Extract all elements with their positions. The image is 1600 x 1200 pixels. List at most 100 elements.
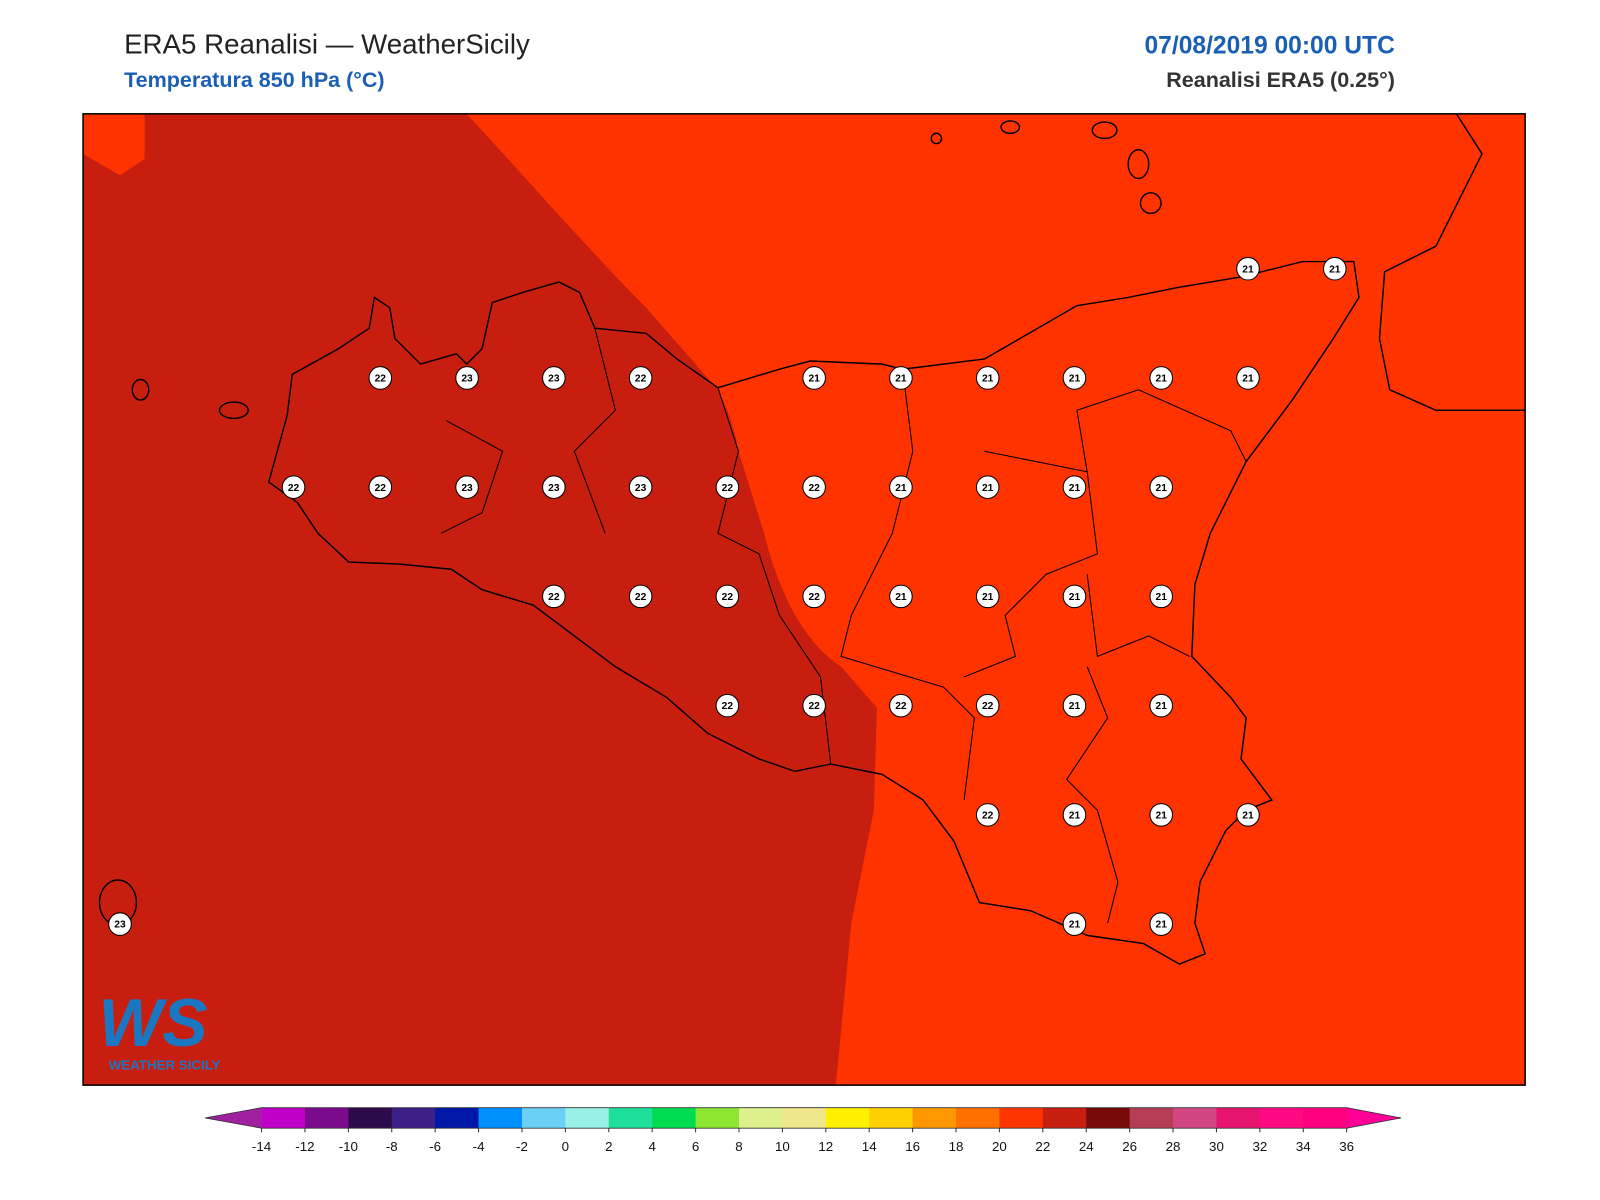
- grid-value: 21: [1242, 374, 1254, 385]
- grid-value: 22: [375, 374, 387, 385]
- grid-point: 22: [715, 475, 740, 499]
- colorbar-bin: [695, 1107, 740, 1129]
- grid-marker: [1149, 475, 1174, 499]
- grid-value: 21: [1069, 483, 1081, 494]
- grid-value: 22: [548, 592, 560, 603]
- grid-marker: [889, 475, 913, 499]
- grid-value: 21: [808, 374, 820, 385]
- grid-value: 23: [461, 483, 473, 494]
- colorbar-bin: [478, 1107, 523, 1129]
- logo-caption: WEATHER SICILY: [109, 1058, 221, 1073]
- logo: WS WEATHER SICILY: [98, 986, 220, 1073]
- logo-mark: WS: [98, 986, 207, 1061]
- grid-point: 23: [455, 475, 479, 499]
- island: [930, 132, 943, 145]
- grid-point: 21: [1062, 366, 1087, 390]
- grid-point: 21: [1236, 803, 1260, 827]
- colorbar-bin: [652, 1107, 697, 1129]
- grid-value: 21: [895, 592, 907, 603]
- grid-value: 21: [1242, 810, 1254, 821]
- calabria-coast: [1378, 113, 1526, 411]
- grid-point: 22: [975, 803, 1000, 827]
- field-region: [83, 113, 145, 176]
- grid-marker: [1149, 584, 1174, 609]
- colorbar-bin: [782, 1107, 827, 1129]
- grid-value: 21: [982, 483, 994, 494]
- grid-marker: [975, 584, 1000, 609]
- grid-point: 21: [1062, 584, 1087, 609]
- grid-marker: [1149, 366, 1174, 390]
- grid-marker: [1062, 803, 1087, 827]
- grid-point: 23: [628, 475, 653, 499]
- grid-point: 21: [1149, 584, 1174, 609]
- grid-value: 23: [548, 374, 560, 385]
- island: [218, 401, 249, 420]
- grid-point: 21: [1149, 475, 1174, 499]
- grid-marker: [542, 475, 566, 499]
- grid-point: 22: [368, 366, 393, 390]
- grid-marker: [802, 366, 826, 390]
- grid-value: 21: [1156, 810, 1168, 821]
- grid-marker: [628, 366, 653, 390]
- grid-point: 21: [1149, 366, 1174, 390]
- grid-value: 22: [895, 701, 907, 712]
- colorbar-tick-label: 2: [605, 1139, 612, 1154]
- field-region: [83, 113, 877, 1086]
- grid-value: 23: [114, 920, 126, 931]
- grid-point: 21: [975, 366, 1000, 390]
- grid-point: 22: [889, 693, 913, 718]
- colorbar-tick-label: 0: [562, 1139, 569, 1154]
- sicily-coast: [267, 260, 1360, 965]
- grid-marker: [1062, 366, 1087, 390]
- colorbar-bin: [1259, 1107, 1304, 1129]
- grid-point: 21: [1149, 912, 1174, 936]
- grid-value: 21: [1156, 483, 1168, 494]
- grid-value: 21: [1069, 810, 1081, 821]
- colorbar-tick-label: 30: [1209, 1139, 1224, 1154]
- grid-point: 21: [889, 584, 913, 609]
- grid-point: 22: [628, 366, 653, 390]
- grid-value: 22: [635, 592, 647, 603]
- grid-point: 21: [975, 475, 1000, 499]
- colorbar-tick-label: 14: [862, 1139, 877, 1154]
- grid-point: 21: [889, 475, 913, 499]
- grid-point: 21: [1236, 366, 1260, 390]
- grid-marker: [889, 693, 913, 718]
- grid-marker: [455, 475, 479, 499]
- grid-marker: [715, 584, 740, 609]
- colorbar-tick-label: 34: [1296, 1139, 1311, 1154]
- grid-marker: [542, 584, 566, 609]
- colorbar-bin: [1129, 1107, 1174, 1129]
- grid-value: 22: [982, 701, 994, 712]
- grid-point: 21: [1149, 693, 1174, 718]
- colorbar-bin: [521, 1107, 566, 1129]
- grid-marker: [889, 584, 913, 609]
- colorbar-bin: [1303, 1107, 1348, 1129]
- grid-point: 22: [975, 693, 1000, 718]
- grid-value: 21: [1156, 701, 1168, 712]
- grid-marker: [975, 475, 1000, 499]
- colorbar-tick-label: -12: [295, 1139, 314, 1154]
- grid-value: 22: [375, 483, 387, 494]
- grid-marker: [542, 366, 566, 390]
- colorbar-bin: [738, 1107, 783, 1129]
- grid-point: 23: [455, 366, 479, 390]
- grid-value: 22: [722, 483, 734, 494]
- grid-marker: [715, 693, 740, 718]
- colorbar-tick-label: 8: [735, 1139, 742, 1154]
- grid-value: 22: [808, 483, 820, 494]
- grid-points: 21 21 22 23 23 22 21 21 21 21 21 21 22 22 23 23 23 22 22 21…: [108, 256, 1347, 936]
- grid-point: 21: [1322, 256, 1347, 281]
- colorbar-bin: [1042, 1107, 1087, 1129]
- island: [1000, 120, 1021, 135]
- grid-marker: [1149, 912, 1174, 936]
- grid-marker: [455, 366, 479, 390]
- grid-marker: [802, 584, 826, 609]
- colorbar-under: [205, 1107, 262, 1129]
- grid-point: 21: [1062, 912, 1087, 936]
- grid-value: 21: [1156, 592, 1168, 603]
- grid-marker: [281, 475, 306, 499]
- colorbar-bin: [869, 1107, 914, 1129]
- grid-value: 22: [722, 592, 734, 603]
- colorbar-bin: [1173, 1107, 1217, 1129]
